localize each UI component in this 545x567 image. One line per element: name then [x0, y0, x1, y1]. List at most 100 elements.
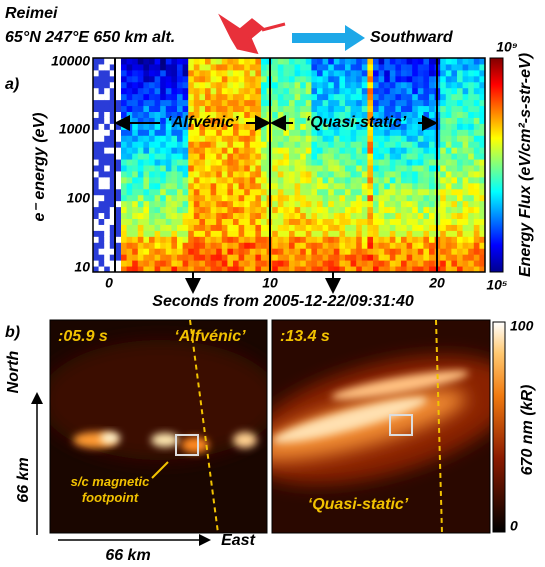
spectrogram-cell: [283, 194, 290, 202]
spectrogram-cell: [417, 69, 424, 77]
spectrogram-cell: [188, 165, 195, 172]
spectrogram-cell: [445, 206, 452, 214]
spectrogram-cell: [238, 99, 245, 107]
spectrogram-cell: [199, 99, 206, 107]
spectrogram-cell: [423, 200, 430, 208]
spectrogram-cell: [305, 266, 312, 273]
spectrogram-cell: [272, 141, 279, 148]
spectrogram-cell: [272, 58, 279, 65]
spectrogram-cell: [233, 236, 240, 243]
spectrogram-cell: [305, 93, 312, 101]
spectrogram-cell: [193, 81, 200, 89]
spectrogram-cell: [451, 153, 458, 160]
spectrogram-cell: [165, 230, 172, 237]
spectrogram-cell: [350, 260, 357, 267]
spectrogram-cell: [255, 254, 262, 261]
spectrogram-cell: [311, 111, 318, 118]
spectrogram-cell: [339, 212, 346, 219]
spectrogram-cell: [98, 63, 105, 71]
spectrogram-cell: [429, 105, 436, 112]
spectrogram-cell: [328, 260, 335, 267]
spectrogram-cell: [143, 123, 150, 130]
spectrogram-cell: [221, 69, 228, 77]
spectrogram-cell: [395, 236, 402, 243]
spectrogram-cell: [93, 111, 100, 118]
spectrogram-cell: [205, 212, 212, 219]
spectrogram-cell: [289, 200, 296, 208]
spectrogram-cell: [121, 170, 128, 178]
spectrogram-cell: [429, 69, 436, 77]
spectrogram-cell: [305, 135, 312, 142]
spectrogram-cell: [311, 87, 318, 95]
spectrogram-cell: [210, 105, 217, 112]
spectrogram-cell: [384, 260, 391, 267]
spectrogram-cell: [199, 200, 206, 208]
spectrogram-cell: [429, 218, 436, 225]
region-label: ‘Alfvénic’: [174, 328, 246, 345]
direction-arrow: [292, 25, 365, 51]
spectrogram-cell: [205, 69, 212, 77]
spectrogram-cell: [255, 159, 262, 166]
spectrogram-cell: [104, 206, 111, 214]
spectrogram-cell: [440, 248, 447, 255]
spectrogram-cell: [356, 165, 363, 172]
spectrogram-cell: [98, 135, 105, 142]
spectrogram-cell: [429, 93, 436, 101]
spectrogram-cell: [401, 266, 408, 273]
spectrogram-cell: [238, 111, 245, 118]
spectrogram-cell: [333, 254, 340, 261]
spectrogram-cell: [205, 135, 212, 142]
spectrogram-cell: [350, 188, 357, 196]
spectrogram-cell: [462, 260, 469, 267]
spectrogram-cell: [300, 93, 307, 101]
spectrogram-cell: [177, 87, 184, 95]
spectrogram-cell: [193, 194, 200, 202]
spectrogram-cell: [350, 230, 357, 237]
spectrogram-cell: [311, 159, 318, 166]
spectrogram-cell: [238, 176, 245, 184]
spectrogram-cell: [244, 147, 251, 154]
spectrogram-cell: [193, 248, 200, 255]
spectrogram-cell: [289, 135, 296, 142]
spectrogram-cell: [199, 129, 206, 136]
spectrogram-cell: [233, 93, 240, 101]
spectrogram-cell: [423, 81, 430, 89]
spectrogram-cell: [356, 224, 363, 231]
spectrogram-cell: [367, 165, 374, 172]
spectrogram-cell: [389, 147, 396, 154]
spectrogram-cell: [350, 87, 357, 95]
spectrogram-cell: [165, 248, 172, 255]
spectrogram-cell: [272, 188, 279, 196]
spectrogram-cell: [109, 194, 116, 202]
spectrogram-cell: [445, 69, 452, 77]
spectrogram-cell: [98, 200, 105, 208]
spectrogram-cell: [322, 153, 329, 160]
spectrogram-cell: [462, 153, 469, 160]
spectrogram-cell: [479, 248, 486, 255]
spectrogram-cell: [445, 200, 452, 208]
spectrogram-cell: [373, 230, 380, 237]
spectrogram-cell: [132, 63, 139, 71]
spectrogram-cell: [121, 200, 128, 208]
spectrogram-cell: [389, 176, 396, 184]
spectrogram-cell: [272, 236, 279, 243]
spectrogram-cell: [165, 87, 172, 95]
spectrogram-cell: [423, 58, 430, 65]
spectrogram-cell: [389, 75, 396, 83]
spectrogram-cell: [104, 99, 111, 107]
spectrogram-cell: [317, 236, 324, 243]
spectrogram-cell: [177, 69, 184, 77]
spectrogram-cell: [238, 75, 245, 83]
spectrogram-cell: [199, 123, 206, 130]
spectrogram-cell: [137, 176, 144, 184]
spectrogram-cell: [188, 224, 195, 231]
spectrogram-cell: [440, 170, 447, 178]
spectrogram-cell: [233, 58, 240, 65]
spectrogram-cell: [126, 153, 133, 160]
spectrogram-cell: [378, 111, 385, 118]
spectrogram-cell: [93, 153, 100, 160]
spectrogram-cell: [361, 63, 368, 71]
spectrogram-cell: [361, 182, 368, 190]
spectrogram-cell: [289, 266, 296, 273]
spectrogram-cell: [115, 81, 122, 89]
